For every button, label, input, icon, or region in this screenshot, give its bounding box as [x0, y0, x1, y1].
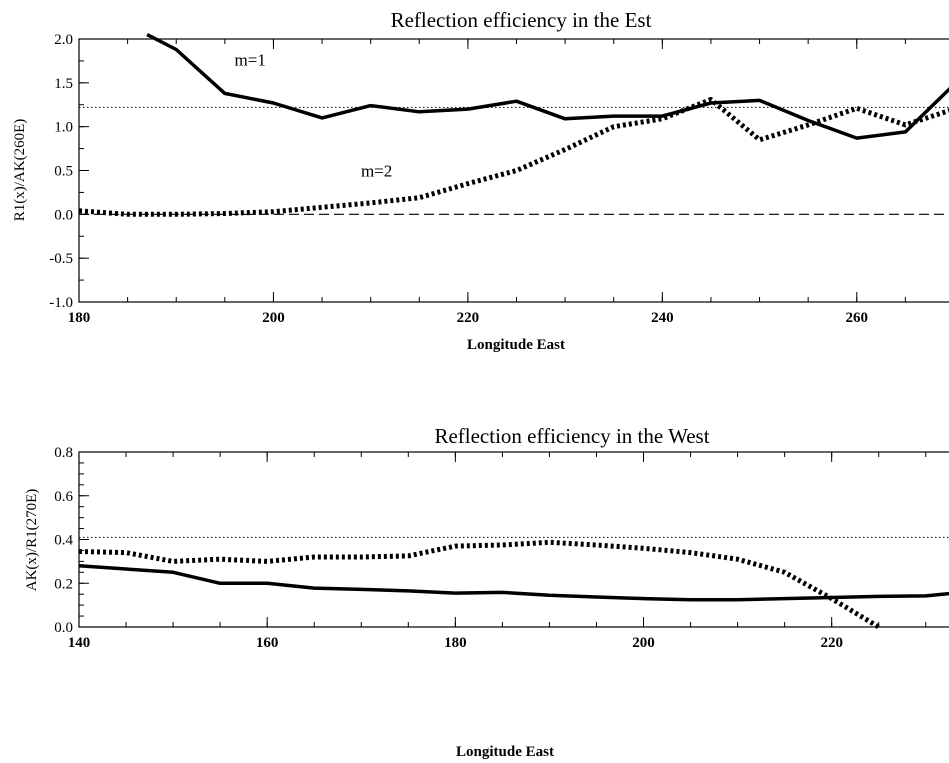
chart-east: Reflection efficiency in the Est 180 200 2… [12, 8, 949, 353]
y-tick-label: -1.0 [49, 295, 73, 311]
y-tick-label: -0.5 [49, 251, 73, 267]
chart-west-series [78, 539, 949, 630]
x-tick-label: 200 [632, 635, 655, 651]
chart-west-title: Reflection efficiency in the West [434, 424, 709, 448]
series-line-solid [146, 33, 949, 140]
chart-east-ticks [78, 38, 906, 303]
chart-east-series [78, 33, 949, 217]
chart-west-plot-frame [78, 451, 949, 628]
chart-east-xlabel: Longitude East [467, 337, 565, 353]
x-tick-label: 240 [651, 310, 674, 326]
chart-east-ylabel: R1(x)/AK(260E) [12, 119, 28, 221]
chart-west-tick-labels: 140 160 180 200 220 0.0 0.2 0.4 0.6 0.8 [54, 445, 843, 651]
y-tick-label: 2.0 [54, 32, 73, 48]
series-line-dotted [78, 97, 949, 217]
x-tick-label: 180 [68, 310, 91, 326]
chart-west-ylabel: AK(x)/R1(270E) [24, 489, 40, 591]
y-tick-label: 1.0 [54, 120, 73, 136]
chart-east-annotation-m2: m=2 [361, 162, 392, 181]
x-tick-label: 160 [256, 635, 279, 651]
chart-east-annotation-m1: m=1 [235, 50, 266, 69]
series-line-solid [78, 564, 949, 602]
series-line-dotted [78, 539, 880, 630]
y-tick-label: 0.0 [54, 207, 73, 223]
y-tick-label: 0.6 [54, 489, 73, 505]
chart-west-ticks [78, 451, 927, 628]
x-tick-label: 260 [846, 310, 869, 326]
y-tick-label: 0.4 [54, 533, 73, 549]
x-tick-label: 200 [262, 310, 285, 326]
x-tick-label: 220 [457, 310, 480, 326]
y-tick-label: 1.5 [54, 76, 73, 92]
chart-west-xlabel: Longitude East [456, 744, 554, 760]
x-tick-label: 220 [820, 635, 843, 651]
y-tick-label: 0.2 [54, 576, 73, 592]
y-tick-label: 0.8 [54, 445, 73, 461]
chart-east-reference-lines [79, 106, 949, 215]
x-tick-label: 180 [444, 635, 467, 651]
chart-east-title: Reflection efficiency in the Est [391, 8, 652, 32]
chart-east-tick-labels: 180 200 220 240 260 -1.0 -0.5 0.0 0.5 1.0 1.5 2.0 [49, 32, 868, 326]
chart-west: Reflection efficiency in the West 140 160… [24, 424, 949, 760]
y-tick-label: 0.5 [54, 164, 73, 180]
x-tick-label: 140 [68, 635, 91, 651]
y-tick-label: 0.0 [54, 620, 73, 636]
